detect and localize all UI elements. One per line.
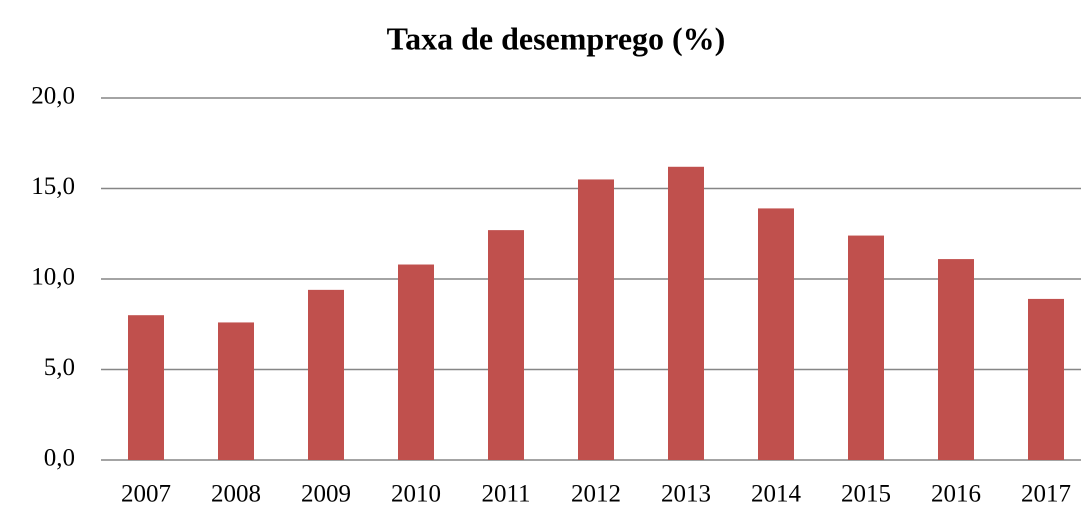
y-tick-label: 0,0 [44, 445, 75, 472]
x-tick-label: 2017 [1021, 481, 1071, 508]
x-tick-label: 2014 [751, 481, 802, 508]
y-tick-label: 5,0 [44, 354, 75, 381]
x-tick-label: 2015 [841, 481, 891, 508]
x-tick-label: 2007 [121, 481, 171, 508]
bar [758, 208, 794, 460]
bar [938, 259, 974, 460]
x-tick-label: 2013 [661, 481, 711, 508]
x-tick-label: 2016 [931, 481, 981, 508]
bar [1028, 298, 1064, 460]
x-tick-label: 2010 [391, 481, 441, 508]
bar [488, 230, 524, 460]
x-tick-label: 2011 [481, 481, 530, 508]
y-tick-label: 10,0 [31, 264, 75, 291]
bar [218, 322, 254, 460]
bar [128, 315, 164, 460]
bar [668, 166, 704, 460]
x-tick-label: 2009 [301, 481, 351, 508]
x-tick-label: 2012 [571, 481, 621, 508]
y-tick-label: 15,0 [31, 173, 75, 200]
x-tick-label: 2008 [211, 481, 261, 508]
bar [848, 235, 884, 460]
chart-title: Taxa de desemprego (%) [387, 20, 726, 56]
bar [578, 179, 614, 460]
y-tick-label: 20,0 [31, 83, 75, 110]
bar [398, 264, 434, 460]
bar [308, 289, 344, 460]
